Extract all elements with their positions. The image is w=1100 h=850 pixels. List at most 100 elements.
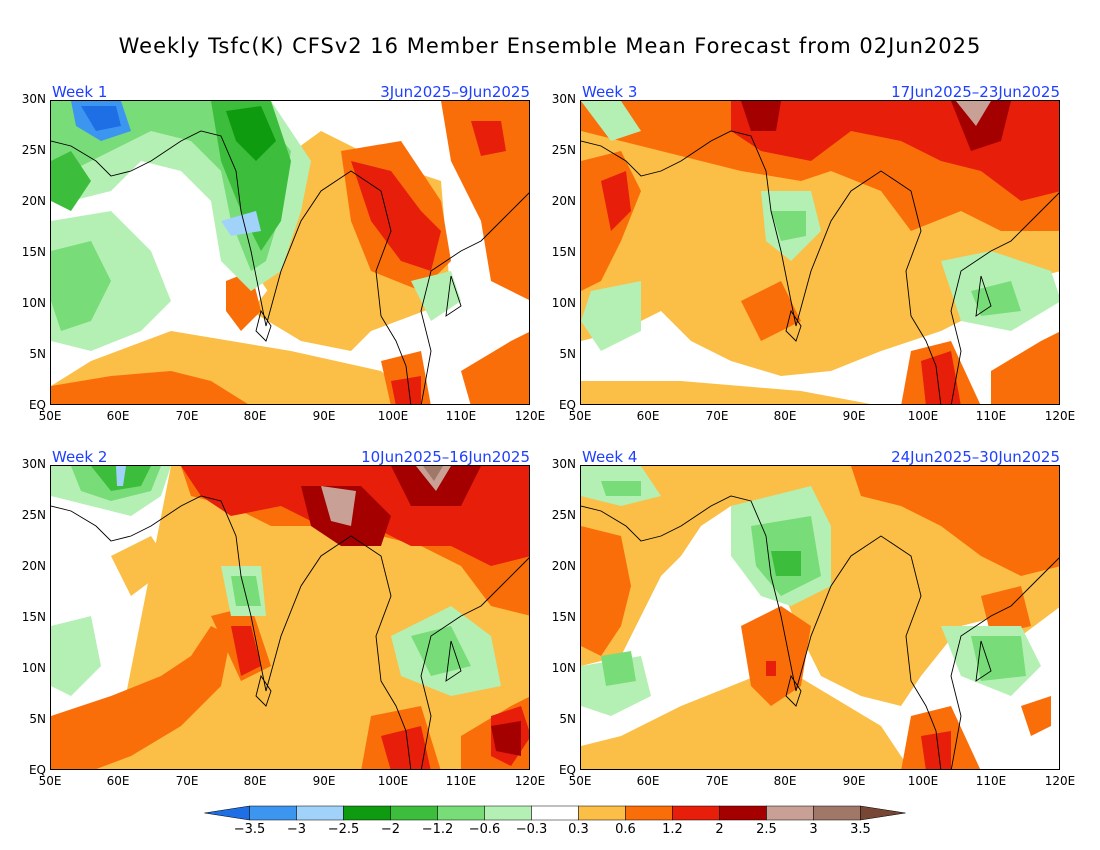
- lon-tick-label: 60E: [106, 409, 130, 423]
- anomaly-pos-moderate: [851, 466, 1059, 576]
- anomaly-pos-weak: [581, 381, 871, 404]
- panel-date-range: 17Jun2025–23Jun2025: [891, 83, 1060, 101]
- colorbar-tick-label: 1.2: [662, 822, 683, 837]
- lat-tick-label: 15N: [551, 245, 576, 259]
- lat-tick-label: 5N: [29, 712, 46, 726]
- map-week-2: [50, 465, 530, 770]
- panel-date-range: 10Jun2025–16Jun2025: [361, 448, 530, 466]
- anomaly-neg-weak: [581, 101, 641, 141]
- lat-tick-label: 30N: [21, 92, 46, 106]
- anomaly-neg-strong: [771, 551, 801, 576]
- anomaly-neg-moderate: [231, 576, 261, 606]
- panel-date-range: 24Jun2025–30Jun2025: [891, 448, 1060, 466]
- lat-tick-label: 30N: [551, 92, 576, 106]
- lon-tick-label: 60E: [636, 774, 660, 788]
- lat-tick-label: 25N: [551, 143, 576, 157]
- colorbar-swatch: [578, 805, 626, 821]
- anomaly-neg-moderate: [601, 651, 636, 686]
- anomaly-neg-moderate: [601, 481, 641, 496]
- colorbar-swatch: [296, 805, 344, 821]
- lat-tick-label: EQ: [28, 763, 46, 777]
- lat-tick-label: EQ: [558, 763, 576, 777]
- lon-tick-label: 110E: [445, 774, 477, 788]
- colorbar-swatch: [719, 805, 767, 821]
- anomaly-neg-moderate: [411, 626, 471, 676]
- lon-tick-label: 120E: [514, 774, 546, 788]
- anomaly-pos-moderate: [1021, 696, 1051, 736]
- lat-tick-label: EQ: [558, 398, 576, 412]
- lat-tick-label: 5N: [559, 347, 576, 361]
- anomaly-pos-moderate: [991, 332, 1059, 404]
- lat-tick-label: 25N: [21, 508, 46, 522]
- lon-tick-label: 70E: [705, 774, 729, 788]
- colorbar-swatch: [204, 805, 250, 821]
- anomaly-pos-weak: [111, 536, 171, 596]
- anomaly-pos-strong: [601, 171, 631, 231]
- anomaly-pos-strong: [391, 376, 421, 404]
- colorbar-swatch: [437, 805, 485, 821]
- map-week-3: [580, 100, 1060, 405]
- anomaly-neg-moderate: [971, 281, 1021, 316]
- lon-tick-label: 80E: [243, 774, 267, 788]
- panel-week-label: Week 4: [582, 448, 638, 466]
- anomaly-neg-moderate: [51, 241, 111, 331]
- anomaly-neg-weak: [411, 271, 461, 321]
- lon-tick-label: 60E: [106, 774, 130, 788]
- anomaly-pos-strong: [231, 626, 261, 676]
- lat-tick-label: 25N: [551, 508, 576, 522]
- anomaly-pos-strong: [471, 121, 506, 156]
- lat-tick-label: 20N: [551, 559, 576, 573]
- colorbar-tick-label: 0.6: [615, 822, 636, 837]
- colorbar-swatch: [390, 805, 438, 821]
- anomaly-neg-moderate: [971, 636, 1026, 681]
- anomaly-pos-moderate: [441, 101, 529, 300]
- lat-tick-label: 15N: [21, 245, 46, 259]
- colorbar-tick-label: −1.2: [421, 822, 454, 837]
- lat-tick-label: 20N: [21, 559, 46, 573]
- anomaly-pos-strong: [766, 661, 776, 676]
- colorbar-swatch: [672, 805, 720, 821]
- colorbar-swatch: [625, 805, 673, 821]
- lon-tick-label: 60E: [636, 409, 660, 423]
- panel-week-label: Week 3: [582, 83, 638, 101]
- colorbar-swatches: [204, 805, 906, 821]
- anomaly-neg-cold: [81, 106, 121, 131]
- lon-tick-label: 110E: [445, 409, 477, 423]
- anomaly-pos-very-strong: [741, 101, 781, 131]
- lon-tick-label: 90E: [842, 774, 866, 788]
- panel-week-2: Week 2 10Jun2025–16Jun2025: [22, 448, 546, 788]
- lat-tick-label: 10N: [21, 661, 46, 675]
- colorbar-swatch: [766, 805, 814, 821]
- panel-week-label: Week 2: [52, 448, 108, 466]
- lat-tick-label: 10N: [21, 296, 46, 310]
- lat-tick-label: 10N: [551, 661, 576, 675]
- anomaly-pos-strong: [351, 161, 441, 271]
- anomaly-pos-very-strong: [491, 721, 521, 756]
- colorbar-swatch: [813, 805, 861, 821]
- coastline: [51, 130, 529, 404]
- lon-tick-label: 100E: [907, 409, 939, 423]
- lon-tick-label: 100E: [377, 774, 409, 788]
- colorbar-tick-label: 0.3: [568, 822, 589, 837]
- colorbar-tick-label: −0.6: [468, 822, 501, 837]
- lat-tick-label: 30N: [21, 457, 46, 471]
- anomaly-pos-strong: [381, 726, 431, 769]
- lat-tick-label: 20N: [21, 194, 46, 208]
- anomaly-neg-cold: [116, 466, 126, 486]
- anomaly-neg-moderate: [771, 211, 806, 241]
- anomaly-pos-extreme: [423, 466, 443, 481]
- colorbar-swatch: [249, 805, 297, 821]
- colorbar-tick-label: 3.5: [850, 822, 871, 837]
- coastline: [581, 130, 1059, 404]
- colorbar-legend: −3.5 −3 −2.5 −2 −1.2 −0.6 −0.3 0.3 0.6 1.2 2 2.5 3 3.…: [200, 804, 910, 844]
- lon-tick-label: 70E: [705, 409, 729, 423]
- lon-tick-label: 80E: [243, 409, 267, 423]
- anomaly-neg-weak: [51, 616, 101, 696]
- anomaly-pos-moderate: [51, 371, 248, 404]
- anomaly-neg-strong: [51, 151, 91, 211]
- anomaly-neg-weak: [581, 281, 641, 351]
- lat-tick-label: 5N: [29, 347, 46, 361]
- lon-tick-label: 50E: [38, 409, 62, 423]
- lon-tick-label: 80E: [773, 409, 797, 423]
- lon-tick-label: 80E: [773, 774, 797, 788]
